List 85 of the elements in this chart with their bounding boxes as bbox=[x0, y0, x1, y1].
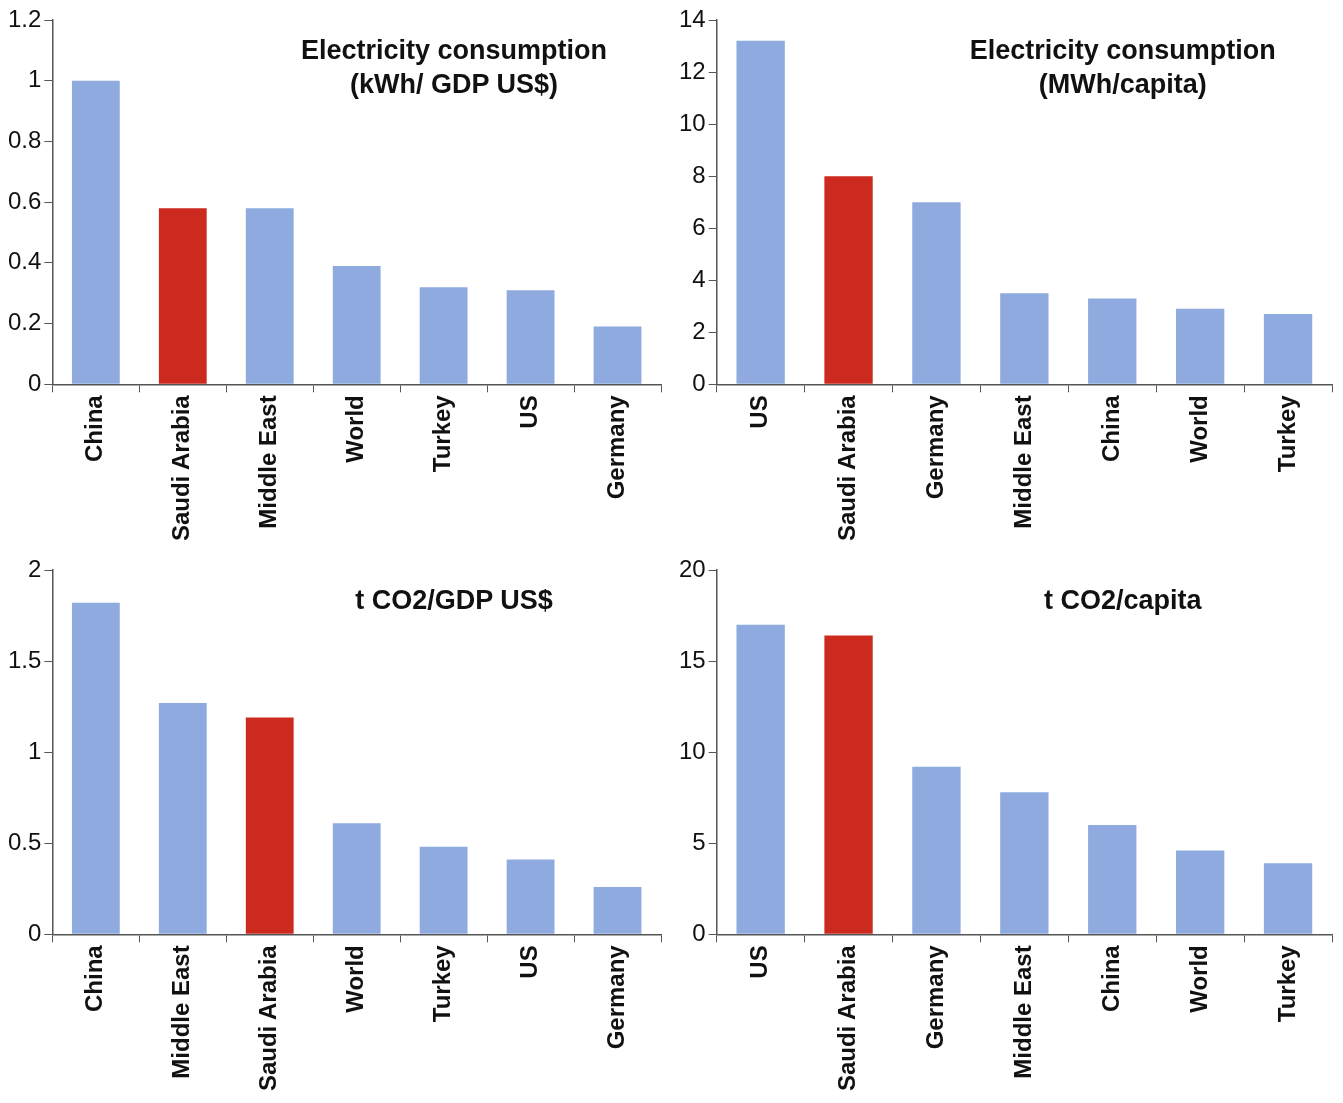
bar bbox=[158, 702, 207, 934]
y-tick-label: 0 bbox=[28, 918, 42, 946]
x-tick-label: Middle East bbox=[1008, 395, 1036, 529]
bar bbox=[1263, 314, 1313, 384]
bar bbox=[1088, 298, 1137, 384]
x-tick-label: Turkey bbox=[1272, 944, 1300, 1023]
bar bbox=[332, 265, 381, 384]
bar bbox=[245, 717, 294, 934]
y-tick-label: 0 bbox=[28, 368, 42, 396]
x-tick-label: Germany bbox=[602, 944, 630, 1050]
y-tick-label: 5 bbox=[692, 827, 706, 855]
y-tick-label: 4 bbox=[692, 264, 706, 292]
x-tick-label: Middle East bbox=[254, 395, 282, 529]
y-tick-label: 10 bbox=[678, 108, 706, 136]
bar bbox=[736, 40, 785, 384]
bar bbox=[593, 886, 642, 934]
y-tick-label: 12 bbox=[678, 56, 706, 84]
x-tick-label: World bbox=[1184, 945, 1212, 1013]
bar bbox=[736, 624, 785, 934]
y-tick-label: 0.6 bbox=[7, 186, 42, 214]
y-tick-label: 10 bbox=[678, 736, 706, 764]
x-tick-label: Middle East bbox=[1008, 945, 1036, 1079]
bar bbox=[506, 859, 555, 934]
bar bbox=[506, 290, 555, 384]
x-tick-label: US bbox=[515, 395, 543, 429]
y-tick-label: 0.5 bbox=[7, 827, 42, 855]
y-tick-label: 0 bbox=[692, 368, 706, 396]
y-tick-label: 6 bbox=[692, 212, 706, 240]
y-tick-label: 0 bbox=[692, 918, 706, 946]
bar bbox=[158, 208, 207, 384]
bar bbox=[1000, 792, 1049, 934]
x-tick-label: Turkey bbox=[428, 394, 456, 473]
text: Electricity consumption (kWh/ GDP US$) bbox=[301, 34, 608, 99]
bar bbox=[332, 823, 381, 934]
x-tick-label: Germany bbox=[921, 944, 949, 1050]
x-tick-label: US bbox=[745, 395, 773, 429]
bar bbox=[912, 202, 961, 384]
y-tick-label: 8 bbox=[692, 160, 706, 188]
text: t CO2/capita bbox=[1044, 584, 1203, 615]
bar bbox=[912, 766, 961, 934]
bar bbox=[419, 846, 468, 934]
x-tick-label: China bbox=[80, 394, 108, 462]
bar bbox=[71, 80, 120, 384]
bar bbox=[593, 326, 642, 384]
y-tick-label: 20 bbox=[678, 554, 706, 582]
y-tick-label: 0.8 bbox=[7, 126, 42, 154]
x-tick-label: World bbox=[1184, 395, 1212, 463]
x-tick-label: Germany bbox=[602, 394, 630, 500]
x-tick-label: Saudi Arabia bbox=[833, 944, 861, 1092]
y-tick-label: 0.2 bbox=[7, 308, 42, 336]
bar bbox=[1000, 293, 1049, 384]
x-tick-label: US bbox=[515, 945, 543, 979]
x-tick-label: Middle East bbox=[167, 945, 195, 1079]
bar bbox=[1175, 850, 1225, 934]
x-tick-label: China bbox=[1096, 944, 1124, 1012]
text: Electricity consumption (MWh/capita) bbox=[969, 34, 1276, 99]
y-tick-label: 2 bbox=[692, 316, 706, 344]
bar bbox=[824, 635, 873, 934]
x-tick-label: China bbox=[80, 944, 108, 1012]
x-tick-label: China bbox=[1096, 394, 1124, 462]
x-tick-label: Saudi Arabia bbox=[833, 394, 861, 542]
bar bbox=[419, 287, 468, 384]
x-tick-label: Turkey bbox=[1272, 394, 1300, 473]
bar bbox=[1175, 308, 1225, 384]
y-tick-label: 14 bbox=[678, 4, 706, 32]
x-tick-label: US bbox=[745, 945, 773, 979]
y-tick-label: 1 bbox=[28, 65, 42, 93]
y-tick-label: 1.5 bbox=[7, 645, 42, 673]
x-tick-label: Turkey bbox=[428, 944, 456, 1023]
x-tick-label: World bbox=[341, 945, 369, 1013]
y-tick-label: 1 bbox=[28, 736, 42, 764]
x-tick-label: Saudi Arabia bbox=[254, 944, 282, 1092]
y-tick-label: 2 bbox=[28, 554, 42, 582]
bar bbox=[1088, 825, 1137, 934]
bar bbox=[71, 602, 120, 934]
bar bbox=[1263, 863, 1313, 934]
x-tick-label: World bbox=[341, 395, 369, 463]
x-tick-label: Saudi Arabia bbox=[167, 394, 195, 542]
bar bbox=[245, 208, 294, 384]
y-tick-label: 1.2 bbox=[7, 4, 42, 32]
text: t CO2/GDP US$ bbox=[355, 584, 553, 615]
x-tick-label: Germany bbox=[921, 394, 949, 500]
y-tick-label: 0.4 bbox=[7, 247, 42, 275]
y-tick-label: 15 bbox=[678, 645, 706, 673]
bar bbox=[824, 176, 873, 384]
